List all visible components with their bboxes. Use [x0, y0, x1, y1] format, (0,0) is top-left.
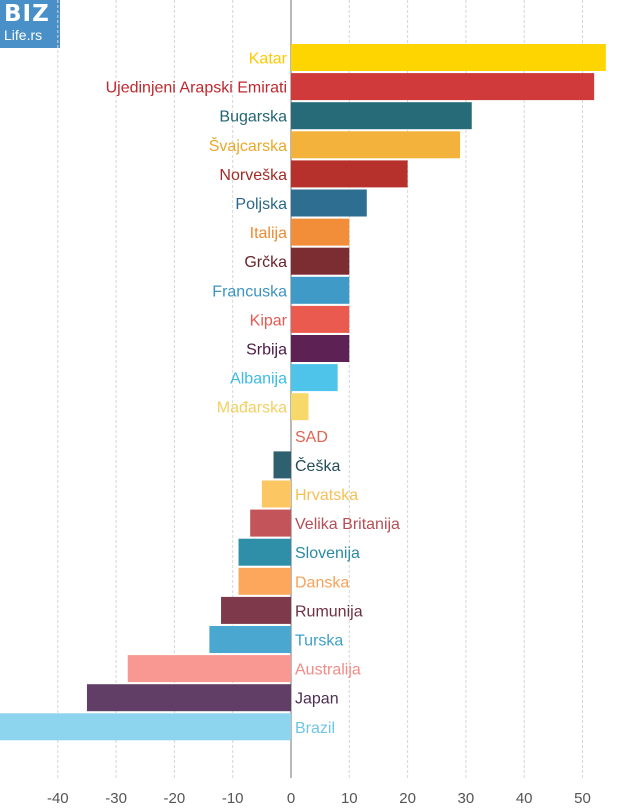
tick-labels: -40 -30 -20 -10 0 10 20 30 40 50 — [47, 790, 591, 807]
bar — [209, 626, 291, 653]
category-label: Albanija — [230, 371, 287, 388]
category-label: SAD — [295, 429, 328, 446]
logo-sub-text: Life.rs — [4, 27, 43, 43]
category-label: Švajcarska — [209, 136, 287, 155]
category-labels: Katar Ujedinjeni Arapski Emirati Bugarska Š… — [106, 51, 400, 737]
category-label: Australija — [295, 662, 361, 679]
bar — [291, 276, 350, 304]
category-label: Poljska — [235, 196, 287, 213]
category-label: Brazil — [295, 720, 335, 737]
category-label: Turska — [295, 633, 343, 650]
bar — [0, 713, 291, 741]
logo-main-text: BIZ — [4, 1, 50, 27]
bar — [221, 596, 291, 624]
tick-label: 50 — [574, 790, 591, 807]
bar — [291, 247, 350, 275]
category-label: Grčka — [244, 254, 287, 271]
tick-label: 10 — [341, 790, 358, 807]
bar — [238, 567, 291, 595]
category-label: Norveška — [219, 167, 287, 184]
tick-label: 0 — [287, 790, 295, 807]
bar — [86, 684, 291, 712]
category-label: Hrvatska — [295, 487, 358, 504]
bar — [273, 451, 291, 479]
category-label: Slovenija — [295, 545, 360, 562]
bar — [291, 160, 408, 188]
category-label: Srbija — [246, 342, 287, 359]
bar — [291, 218, 350, 246]
bar — [291, 44, 606, 71]
category-label: Ujedinjeni Arapski Emirati — [106, 80, 287, 97]
bar — [291, 393, 309, 421]
bar — [238, 538, 291, 566]
tick-label: -40 — [47, 790, 69, 807]
category-label: Italija — [250, 225, 287, 242]
bizlife-logo: BIZ Life.rs — [0, 0, 60, 48]
bar — [261, 480, 291, 508]
category-label: Velika Britanija — [295, 516, 400, 533]
category-label: Japan — [295, 691, 339, 708]
bar — [291, 305, 350, 333]
tick-label: 40 — [516, 790, 533, 807]
category-label: Mađarska — [217, 400, 287, 417]
category-label: Katar — [249, 51, 288, 68]
bar — [291, 131, 461, 159]
category-label: Danska — [295, 574, 349, 591]
bar — [291, 73, 595, 101]
bar — [127, 655, 291, 683]
tick-label: -30 — [105, 790, 127, 807]
tick-label: -10 — [222, 790, 244, 807]
bar — [291, 335, 350, 362]
tick-label: 20 — [399, 790, 416, 807]
category-label: Francuska — [212, 283, 287, 300]
category-label: Bugarska — [219, 109, 287, 126]
bar — [250, 509, 291, 537]
bars — [0, 44, 606, 741]
bar — [291, 189, 367, 217]
tick-label: -20 — [164, 790, 186, 807]
bar — [291, 364, 338, 392]
category-label: Kipar — [250, 312, 288, 329]
tick-label: 30 — [458, 790, 475, 807]
category-label: Rumunija — [295, 603, 363, 620]
category-label: Češka — [295, 456, 340, 475]
bar — [291, 102, 472, 130]
